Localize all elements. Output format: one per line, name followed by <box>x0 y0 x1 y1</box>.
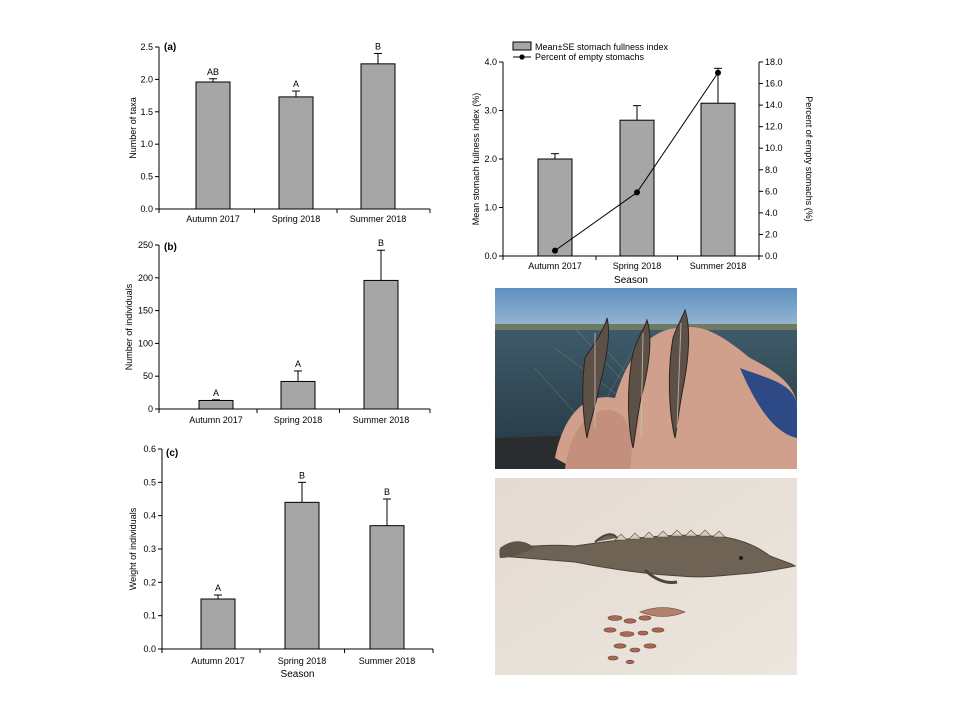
x-tick-label: Autumn 2017 <box>189 415 243 425</box>
bar <box>198 399 234 410</box>
x-tick-label: Summer 2018 <box>359 656 416 666</box>
bar <box>200 598 236 650</box>
right-y-tick-label: 0.0 <box>765 251 778 261</box>
photo-icon <box>495 288 797 469</box>
x-tick-label: Summer 2018 <box>353 415 410 425</box>
y-tick-label: 1.0 <box>484 203 497 213</box>
y-axis-label: Weight of individuals <box>128 507 138 590</box>
significance-letter: A <box>295 359 301 369</box>
bar <box>280 380 316 410</box>
y-tick-label: 50 <box>143 371 153 381</box>
x-tick-label: Spring 2018 <box>272 214 321 224</box>
significance-letter: A <box>293 79 299 89</box>
panel-label: (b) <box>164 242 177 253</box>
legend-entry: Mean±SE stomach fullness index <box>535 42 669 52</box>
bar <box>360 63 396 210</box>
x-tick-label: Spring 2018 <box>613 261 662 271</box>
right-y-tick-label: 2.0 <box>765 229 778 239</box>
y-axis-label: Number of taxa <box>128 97 138 159</box>
bar <box>363 279 399 410</box>
significance-letter: AB <box>207 67 219 77</box>
y-tick-label: 0.4 <box>143 511 156 521</box>
photo-juvenile-sturgeons-in-hand <box>495 288 797 469</box>
x-axis-label: Season <box>614 275 648 286</box>
y-tick-label: 2.5 <box>140 42 153 52</box>
chart-4: 0.0 1.0 2.0 3.0 4.0 Autumn 2017 Spring 2018 Sum… <box>471 41 814 286</box>
chart-3: 0.0 0.1 0.2 0.3 0.4 0.5 0.6 Autumn 2017 Spring 2… <box>128 444 434 680</box>
chart-2: 0 50 100 150 200 250 Autumn 2017 Spring 2018 Sum… <box>124 238 431 425</box>
y-tick-label: 200 <box>138 273 153 283</box>
panel-label: (c) <box>166 448 178 459</box>
photo-sturgeon-with-stomach-contents <box>495 478 797 675</box>
right-y-tick-label: 16.0 <box>765 79 783 89</box>
significance-letter: A <box>215 583 221 593</box>
bar <box>619 119 655 257</box>
x-tick-label: Summer 2018 <box>350 214 407 224</box>
significance-letter: B <box>375 41 381 51</box>
y-tick-label: 250 <box>138 240 153 250</box>
y-tick-label: 0.6 <box>143 444 156 454</box>
y-axis-label: Number of individuals <box>124 283 134 370</box>
y-tick-label: 0.0 <box>484 251 497 261</box>
legend-entry: Percent of empty stomachs <box>535 52 645 62</box>
y-tick-label: 0.5 <box>140 172 153 182</box>
y-tick-label: 0.0 <box>143 644 156 654</box>
y-tick-label: 4.0 <box>484 57 497 67</box>
y-tick-label: 0.0 <box>140 204 153 214</box>
right-y-tick-label: 4.0 <box>765 208 778 218</box>
y-tick-label: 0.5 <box>143 477 156 487</box>
y-tick-label: 150 <box>138 306 153 316</box>
right-y-tick-label: 14.0 <box>765 100 783 110</box>
bar <box>278 96 314 210</box>
y-tick-label: 3.0 <box>484 106 497 116</box>
significance-letter: B <box>299 470 305 480</box>
y-tick-label: 2.0 <box>140 74 153 84</box>
x-tick-label: Spring 2018 <box>278 656 327 666</box>
x-axis-label: Season <box>281 669 315 680</box>
series-point <box>715 69 721 76</box>
bar <box>284 501 320 650</box>
y-tick-label: 0.3 <box>143 544 156 554</box>
y-tick-label: 2.0 <box>484 154 497 164</box>
right-y-tick-label: 18.0 <box>765 57 783 67</box>
series-point <box>552 247 558 254</box>
photo-icon <box>495 478 797 675</box>
y-tick-label: 0.1 <box>143 611 156 621</box>
significance-letter: A <box>213 388 219 398</box>
bar <box>369 525 405 650</box>
legend-bar-swatch <box>512 41 532 51</box>
significance-letter: B <box>384 487 390 497</box>
right-y-axis-label: Percent of empty stomachs (%) <box>804 96 814 222</box>
significance-letter: B <box>378 238 384 248</box>
bar <box>195 81 231 210</box>
y-tick-label: 0 <box>148 404 153 414</box>
right-y-tick-label: 10.0 <box>765 143 783 153</box>
y-tick-label: 0.2 <box>143 577 156 587</box>
x-tick-label: Autumn 2017 <box>186 214 240 224</box>
x-tick-label: Summer 2018 <box>690 261 747 271</box>
bar <box>537 158 573 257</box>
right-y-tick-label: 12.0 <box>765 122 783 132</box>
series-point <box>634 189 640 196</box>
x-tick-label: Spring 2018 <box>274 415 323 425</box>
chart-1: 0.0 0.5 1.0 1.5 2.0 2.5 Autumn 2017 Spring 2018… <box>128 41 431 224</box>
right-y-tick-label: 8.0 <box>765 165 778 175</box>
panel-label: (a) <box>164 42 176 53</box>
y-tick-label: 100 <box>138 338 153 348</box>
right-y-tick-label: 6.0 <box>765 186 778 196</box>
x-tick-label: Autumn 2017 <box>191 656 245 666</box>
y-tick-label: 1.5 <box>140 107 153 117</box>
x-tick-label: Autumn 2017 <box>528 261 582 271</box>
y-axis-label: Mean stomach fullness index (%) <box>471 93 481 226</box>
legend-point-swatch <box>519 54 525 60</box>
bar <box>700 102 736 257</box>
y-tick-label: 1.0 <box>140 139 153 149</box>
